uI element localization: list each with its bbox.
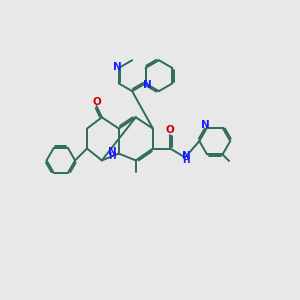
Text: N: N — [108, 147, 117, 157]
Text: H: H — [108, 152, 116, 161]
Text: N: N — [112, 62, 122, 72]
Text: N: N — [143, 80, 152, 90]
Text: O: O — [92, 97, 101, 107]
Text: N: N — [201, 120, 210, 130]
Text: N: N — [182, 151, 190, 160]
Text: O: O — [166, 125, 175, 135]
Text: H: H — [182, 156, 190, 165]
